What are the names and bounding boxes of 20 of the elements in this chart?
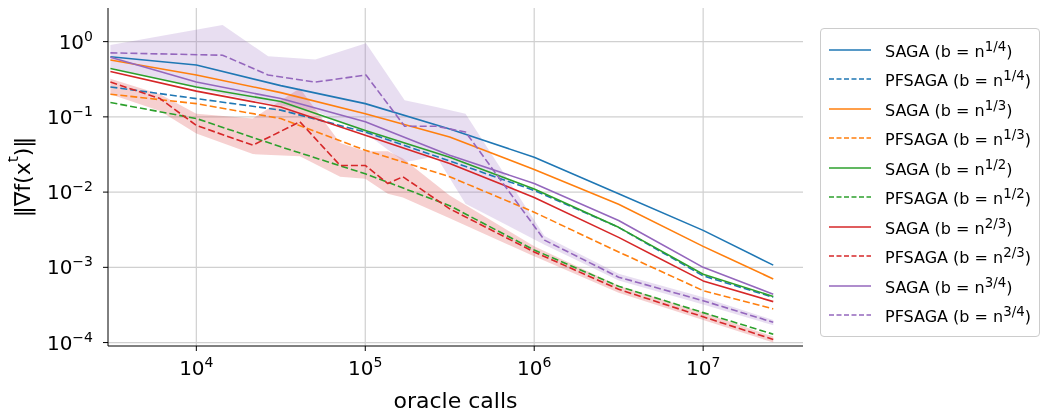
- x-tick-label: 10$^{6}$: [517, 354, 552, 380]
- y-tick-label: 10$^{−3}$: [46, 253, 93, 280]
- legend-label: SAGA (b = n$^{2/3}$): [885, 215, 1013, 238]
- legend-label: SAGA (b = n$^{3/4}$): [885, 274, 1013, 297]
- legend-label: PFSAGA (b = n$^{1/3}$): [885, 127, 1031, 150]
- legend-label: PFSAGA (b = n$^{2/3}$): [885, 245, 1031, 268]
- legend-label: PFSAGA (b = n$^{1/4}$): [885, 68, 1031, 91]
- legend-label: SAGA (b = n$^{1/2}$): [885, 156, 1013, 179]
- x-axis-title: oracle calls: [393, 388, 518, 413]
- x-tick-label: 10$^{7}$: [685, 354, 721, 380]
- legend-label: PFSAGA (b = n$^{1/2}$): [885, 186, 1031, 209]
- legend-label: SAGA (b = n$^{1/4}$): [885, 38, 1013, 61]
- y-tick-label: 10$^{−4}$: [46, 328, 94, 355]
- x-tick-label: 10$^{5}$: [348, 354, 383, 380]
- y-tick-label: 10$^{−1}$: [46, 102, 93, 129]
- y-tick-label: 10$^{0}$: [58, 27, 93, 54]
- legend-label: SAGA (b = n$^{1/3}$): [885, 97, 1013, 120]
- legend-label: PFSAGA (b = n$^{3/4}$): [885, 304, 1031, 327]
- y-tick-label: 10$^{−2}$: [46, 178, 93, 205]
- x-tick-label: 10$^{4}$: [179, 354, 214, 380]
